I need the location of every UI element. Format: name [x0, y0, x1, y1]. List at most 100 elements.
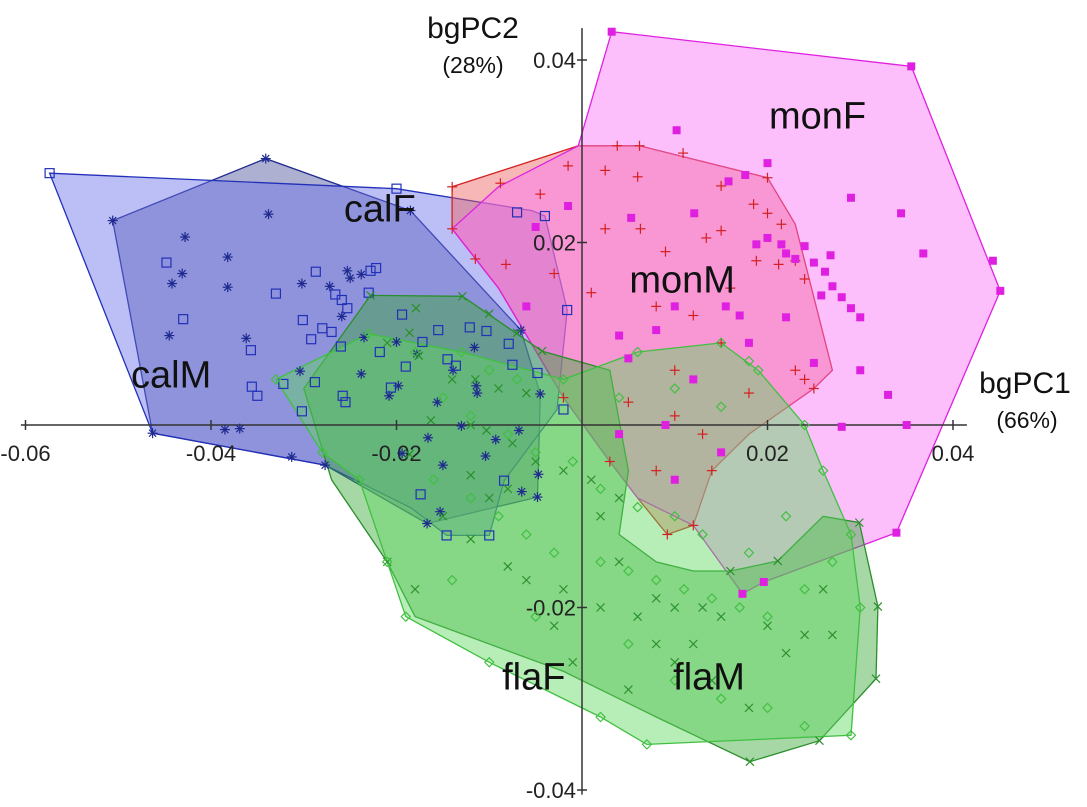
point-flaF	[382, 338, 392, 348]
point-flaF	[623, 685, 633, 695]
point-flaF	[484, 493, 494, 503]
point-monF	[821, 267, 830, 276]
x-tick-label: 0.04	[932, 441, 975, 466]
point-monM	[470, 253, 481, 264]
point-flaM	[799, 583, 810, 595]
point-flaF	[466, 534, 476, 544]
point-calF	[450, 360, 461, 371]
point-flaF	[670, 603, 680, 612]
point-calF	[365, 265, 376, 276]
point-monF	[724, 177, 733, 186]
point-calM	[222, 282, 233, 293]
point-flaF	[773, 556, 783, 566]
point-calM	[296, 278, 307, 289]
point-monM	[743, 388, 754, 399]
point-monF	[744, 338, 753, 347]
point-monM	[678, 148, 689, 159]
point-flaM	[437, 392, 449, 403]
point-monM	[586, 287, 597, 298]
point-flaM	[650, 574, 662, 586]
point-flaM	[678, 583, 690, 595]
point-monF	[531, 222, 540, 231]
point-monF	[615, 331, 624, 340]
point-calM	[513, 425, 524, 436]
point-calM	[241, 333, 252, 344]
point-calF	[558, 404, 569, 415]
point-calM	[405, 205, 416, 216]
point-monF	[763, 233, 772, 242]
point-flaF	[745, 757, 755, 767]
point-calF	[246, 381, 257, 392]
point-monM	[697, 429, 708, 440]
point-flaM	[715, 693, 727, 705]
point-flaF	[559, 466, 568, 476]
point-monM	[600, 165, 611, 176]
point-monM	[447, 223, 458, 234]
point-calM	[469, 342, 480, 353]
point-monF	[809, 358, 818, 367]
point-calF	[374, 346, 385, 358]
point-calM	[107, 215, 118, 226]
hull-layer	[48, 30, 1002, 763]
point-calM	[234, 423, 245, 434]
point-flaM	[270, 374, 282, 385]
point-monF	[627, 213, 636, 222]
point-flaM	[595, 711, 606, 723]
point-calF	[442, 354, 453, 365]
point-flaM	[623, 565, 634, 577]
point-flaF	[698, 603, 707, 612]
point-monM	[751, 255, 762, 266]
point-monF	[564, 202, 573, 210]
point-flaF	[763, 621, 772, 631]
point-monM	[725, 283, 736, 294]
point-calF	[507, 359, 518, 370]
point-monF	[741, 170, 750, 179]
y-axis-title: bgPC2	[427, 12, 519, 45]
point-monF	[856, 366, 865, 375]
point-monM	[604, 456, 615, 467]
point-flaM	[381, 556, 393, 568]
point-calM	[471, 380, 482, 391]
point-flaF	[531, 457, 541, 466]
point-flaM	[854, 602, 866, 613]
point-flaM	[715, 337, 727, 349]
point-monF	[759, 577, 768, 586]
point-monM	[706, 465, 717, 476]
point-flaF	[512, 328, 522, 338]
point-flaM	[567, 456, 579, 467]
point-flaF	[596, 603, 605, 612]
y-tick-label: 0.04	[533, 48, 576, 73]
x-axis-subtitle: (66%)	[996, 407, 1057, 433]
point-calF	[252, 390, 263, 401]
point-monM	[716, 225, 727, 236]
point-monM	[623, 397, 634, 408]
point-calM	[472, 388, 483, 399]
point-flaM	[632, 346, 643, 358]
x-ticks: -0.06 -0.04 -0.02 0.02 0.04	[0, 420, 974, 466]
point-flaF	[818, 584, 828, 594]
point-calF	[441, 530, 452, 541]
y-axis-subtitle: (28%)	[442, 52, 503, 78]
x-tick-label: -0.06	[0, 441, 50, 466]
point-flaF	[800, 630, 810, 640]
point-flaM	[845, 729, 857, 741]
point-calF	[296, 406, 307, 417]
group-label-monF: monF	[769, 95, 866, 137]
point-calF	[326, 326, 337, 338]
point-flaM	[511, 374, 523, 385]
point-flaM	[743, 547, 755, 559]
point-monM	[563, 160, 574, 171]
point-monM	[701, 232, 712, 243]
x-tick-label: -0.02	[371, 441, 421, 466]
point-monF	[624, 354, 633, 363]
group-label-flaF: flaF	[502, 657, 565, 699]
point-flaF	[614, 557, 624, 567]
point-flaM	[521, 529, 532, 540]
point-monF	[919, 249, 928, 258]
point-flaM	[669, 675, 681, 686]
point-layer	[44, 27, 1005, 767]
point-flaM	[752, 364, 764, 376]
point-calM	[535, 388, 546, 399]
point-monM	[688, 520, 699, 531]
